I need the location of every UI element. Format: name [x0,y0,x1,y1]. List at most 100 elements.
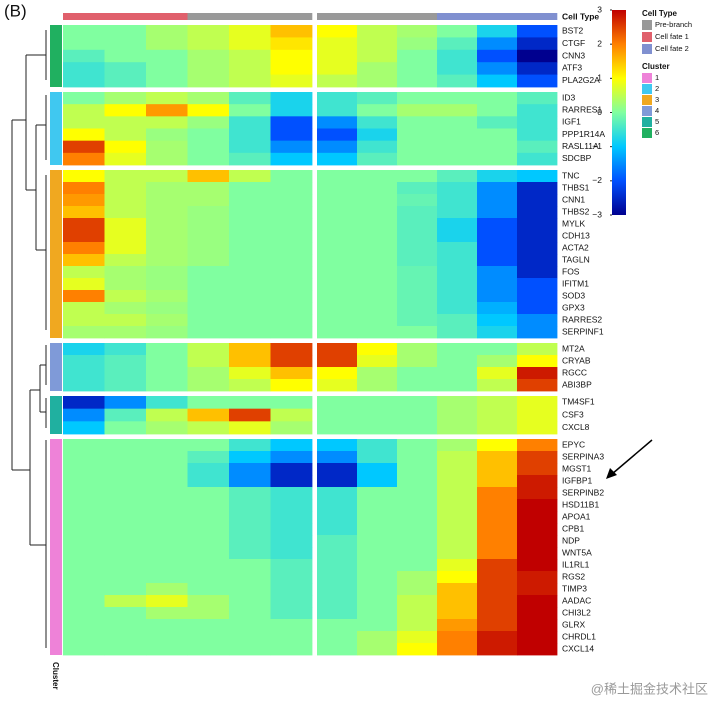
heatmap-cell [229,511,271,524]
heatmap-cell [104,49,147,63]
heatmap-cell [270,487,313,500]
heatmap-cell [187,74,230,88]
gene-label: CNN1 [562,194,585,204]
heatmap-cell [397,314,438,327]
heatmap-cell [437,421,478,435]
heatmap-cell [477,631,518,644]
cluster-axis-label: Cluster [51,662,60,690]
heatmap-cell [146,367,188,380]
heatmap-cell [357,408,398,422]
heatmap-cell [187,511,230,524]
heatmap-cell [63,583,105,596]
heatmap-cell [104,463,147,476]
heatmap-cell [146,571,188,584]
heatmap-cell [477,523,518,536]
heatmap-cell [517,535,558,548]
heatmap-cell [437,152,478,166]
heatmap-cell [270,463,313,476]
heatmap-cell [477,487,518,500]
dendrogram [11,30,47,648]
heatmap-cell [477,242,518,255]
heatmap-cell [146,643,188,656]
colorbar-tick-label: 0 [597,107,602,117]
heatmap-cell [187,439,230,452]
gene-label: THBS1 [562,182,590,192]
heatmap-cell [229,206,271,219]
heatmap-cell [63,499,105,512]
heatmap-cell [397,511,438,524]
heatmap-cell [477,583,518,596]
heatmap-cell [229,62,271,75]
heatmap-cell [437,170,478,183]
heatmap-cell [397,439,438,452]
heatmap-cell [270,49,313,63]
heatmap-cell [517,74,558,88]
heatmap-cell [146,619,188,632]
heatmap-cell [63,140,105,154]
heatmap-cell [146,254,188,267]
heatmap-cell [270,62,313,75]
heatmap-cell [187,230,230,243]
heatmap-cell [270,266,313,279]
heatmap-cell [270,170,313,183]
heatmap-cell [229,547,271,560]
heatmap-cell [229,152,271,166]
heatmap-cell [477,170,518,183]
heatmap-cell [146,463,188,476]
heatmap-cell [517,49,558,63]
heatmap-cell [104,535,147,548]
heatmap-cell [357,152,398,166]
cell-type-bar [270,13,313,20]
heatmap-cell [517,619,558,632]
heatmap-cell [63,128,105,142]
heatmap-cell [477,218,518,231]
heatmap-cell [146,451,188,464]
heatmap-cell [187,475,230,488]
heatmap-cell [63,74,105,88]
heatmap-cell [104,396,147,410]
heatmap-cell [270,583,313,596]
heatmap-cell [477,595,518,608]
heatmap-cell [104,170,147,183]
colorbar-tick-label: −2 [592,175,602,185]
heatmap-cell [229,607,271,620]
heatmap-cell [477,140,518,154]
gene-label: TNC [562,170,579,180]
heatmap-cell [104,607,147,620]
heatmap-cell [517,37,558,51]
heatmap-cell [187,595,230,608]
heatmap-cell [437,254,478,267]
heatmap-cell [317,619,358,632]
heatmap-cell [187,302,230,315]
heatmap-cell [63,463,105,476]
gene-label: CTGF [562,38,585,48]
heatmap-cell [187,583,230,596]
panel-label: (B) [4,1,27,20]
heatmap-cell [397,367,438,380]
gene-label: HSD11B1 [562,499,599,509]
heatmap-cell [63,343,105,356]
heatmap-cell [477,326,518,339]
heatmap-cell [229,396,271,410]
heatmap-cell [477,408,518,422]
heatmap-cell [187,140,230,154]
heatmap-cell [477,451,518,464]
heatmap-cell [357,218,398,231]
heatmap-cell [517,278,558,291]
heatmap-cell [146,206,188,219]
heatmap-cell [437,314,478,327]
heatmap-cell [146,74,188,88]
heatmap-cell [317,451,358,464]
heatmap-cell [104,254,147,267]
heatmap-cell [270,326,313,339]
heatmap-cell [63,367,105,380]
heatmap-cell [104,343,147,356]
heatmap-cell [317,92,358,105]
heatmap-cell [270,206,313,219]
heatmap-cell [63,242,105,255]
heatmap-cell [397,379,438,392]
heatmap-cell [517,607,558,620]
heatmap-cell [229,367,271,380]
heatmap-cell [477,74,518,88]
heatmap-cell [187,278,230,291]
